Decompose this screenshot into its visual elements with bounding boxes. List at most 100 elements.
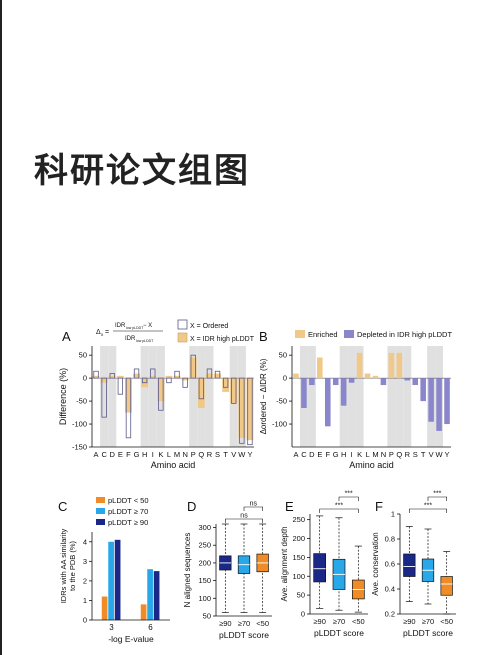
panel-c-xlabel: -log E-value — [108, 634, 154, 644]
panel-c-bar-6-2 — [153, 571, 160, 620]
panel-a-xtick-H: H — [142, 450, 147, 459]
panel-a-bar-idr-N — [181, 378, 189, 381]
panel-b-shade-K — [355, 346, 364, 447]
panel-a-bar-idr-E — [116, 375, 124, 379]
panel-b-xtick-G: G — [333, 450, 339, 459]
panel-a-bar-ordered-Y — [247, 377, 253, 446]
panel-a-bar-ordered-H — [141, 377, 148, 384]
panel-a-xtick-Y: Y — [247, 450, 252, 459]
panel-f-xtick-0: ≥90 — [403, 617, 415, 626]
panel-d-xlabel: pLDDT score — [219, 630, 269, 640]
panel-b-shade-P — [387, 346, 396, 447]
formula-lhs-sub: x — [101, 332, 104, 337]
panel-e-ytick-label: 250 — [292, 515, 305, 524]
panel-b-xtick-A: A — [293, 450, 298, 459]
legend-label-ordered: X = Ordered — [190, 323, 228, 330]
panel-d-bracket-inner — [243, 506, 263, 511]
panel-a-xtick-E: E — [118, 450, 123, 459]
panel-b-ytick-label: 0 — [283, 374, 287, 383]
panel-a-ytick-label: 50 — [79, 351, 87, 360]
panel-a-xtick-A: A — [94, 450, 99, 459]
panel-a-bar-ordered-A — [93, 370, 99, 379]
panel-a-bar-ordered-G — [133, 368, 140, 379]
panel-f-ytick-label: 0.2 — [385, 610, 395, 619]
panel-e-sig-outer: *** — [335, 503, 343, 510]
panel-e-xtick-1: ≥70 — [333, 617, 345, 626]
panel-b-legend: Enriched Depleted in IDR high pLDDT — [295, 330, 452, 339]
panel-d-xtick-2: <50 — [256, 619, 269, 628]
panel-a-bar-idr-I — [149, 375, 157, 379]
panel-b-bar-depleted-F — [324, 378, 331, 427]
panel-a-bar-idr-K — [157, 378, 165, 402]
panel-a-xtick-T: T — [223, 450, 228, 459]
panel-b-bar-depleted-W — [436, 378, 442, 431]
panel-b-xtick-E: E — [317, 450, 322, 459]
panel-b-bar-depleted-V — [428, 378, 434, 422]
panel-a-bar-ordered-M — [174, 370, 180, 379]
panel-b-ytick-label: -100 — [272, 420, 287, 429]
panel-a-letter: A — [62, 329, 71, 344]
panel-e-ytick-label: 100 — [292, 572, 305, 581]
panel-e-bracket-inner — [338, 496, 359, 501]
formula-denominator: IDR — [125, 336, 136, 342]
panel-a-xtick-M: M — [174, 450, 180, 459]
panel-b-bar-enriched-Q — [396, 352, 403, 379]
panel-a-ytick-label: -50 — [76, 397, 87, 406]
panel-a-bar-idr-Y — [246, 378, 254, 441]
panel-d-ytick-label: 300 — [198, 523, 211, 532]
panel-a-ytick-label: -150 — [72, 443, 87, 452]
legend-swatch-depleted — [344, 330, 354, 338]
panel-f-bracket-outer — [409, 508, 447, 513]
panel-b-bar-depleted-N — [380, 378, 387, 386]
panel-c-ytick-label: 1 — [83, 596, 87, 605]
panel-b-bar-depleted-S — [412, 378, 419, 386]
panel-d-ytick-label: 200 — [198, 558, 211, 567]
panel-d-sig-inner: ns — [250, 501, 258, 508]
panel-b-bar-enriched-E — [317, 357, 323, 379]
panel-b-bar-depleted-G — [332, 378, 339, 386]
panel-f-ylabel: Ave. conservation — [371, 532, 380, 595]
panel-b-bar-depleted-T — [420, 378, 426, 402]
panel-a-xtick-K: K — [158, 450, 163, 459]
panel-c-legend: pLDDT < 50 pLDDT ≥ 70 pLDDT ≥ 90 — [96, 496, 149, 527]
panel-f-sig-inner: *** — [433, 491, 441, 498]
panel-a-bar-ordered-T — [222, 377, 229, 388]
panel-d-ytick-label: 50 — [203, 612, 211, 621]
panel-e-xlabel: pLDDT score — [314, 628, 364, 638]
panel-f-ytick-label: 1 — [391, 510, 395, 519]
panel-b-bar-depleted-H — [340, 378, 347, 406]
panel-e-letter: E — [285, 499, 294, 514]
panel-b-xtick-S: S — [413, 450, 418, 459]
panel-e-xtick-0: ≥90 — [313, 617, 325, 626]
panel-b-xtick-N: N — [381, 450, 386, 459]
panel-b-xtick-F: F — [325, 450, 330, 459]
formula-numerator-sub: low pLDDT — [126, 326, 144, 330]
panel-a-xtick-I: I — [152, 450, 154, 459]
panel-e-ytick-label: 0 — [301, 610, 305, 619]
page-headline: 科研论文组图 — [34, 151, 250, 191]
panel-a-xtick-W: W — [238, 450, 246, 459]
panel-b-bar-enriched-L — [364, 373, 371, 379]
legend-swatch-lt50 — [96, 497, 105, 503]
panel-a-bar-idr-Q — [197, 378, 205, 408]
panel-f-xlabel: pLDDT score — [403, 628, 453, 638]
legend-label-lt50: pLDDT < 50 — [108, 496, 149, 505]
legend-swatch-ge70 — [96, 508, 105, 514]
legend-swatch-ordered — [177, 319, 188, 330]
panel-a-bar-ordered-R — [206, 368, 213, 379]
panel-b-xtick-I: I — [351, 450, 353, 459]
panel-a-bar-idr-W — [238, 378, 246, 438]
panel-b-bar-depleted-Y — [444, 378, 450, 425]
panel-e-box-0 — [313, 553, 327, 583]
panel-b-bar-enriched-A — [293, 373, 299, 379]
panel-f-box-2 — [440, 576, 453, 596]
panel-e-ylabel: Ave. alignment depth — [280, 526, 289, 601]
panel-d-xtick-0: ≥90 — [219, 619, 231, 628]
panel-b-xtick-K: K — [357, 450, 362, 459]
panel-f-ytick-label: 0.8 — [385, 535, 395, 544]
panel-c-ytick-label: 0 — [83, 616, 87, 625]
panel-b-xtick-P: P — [389, 450, 394, 459]
panel-a-xtick-N: N — [182, 450, 187, 459]
panel-d-ytick-label: 100 — [198, 594, 211, 603]
